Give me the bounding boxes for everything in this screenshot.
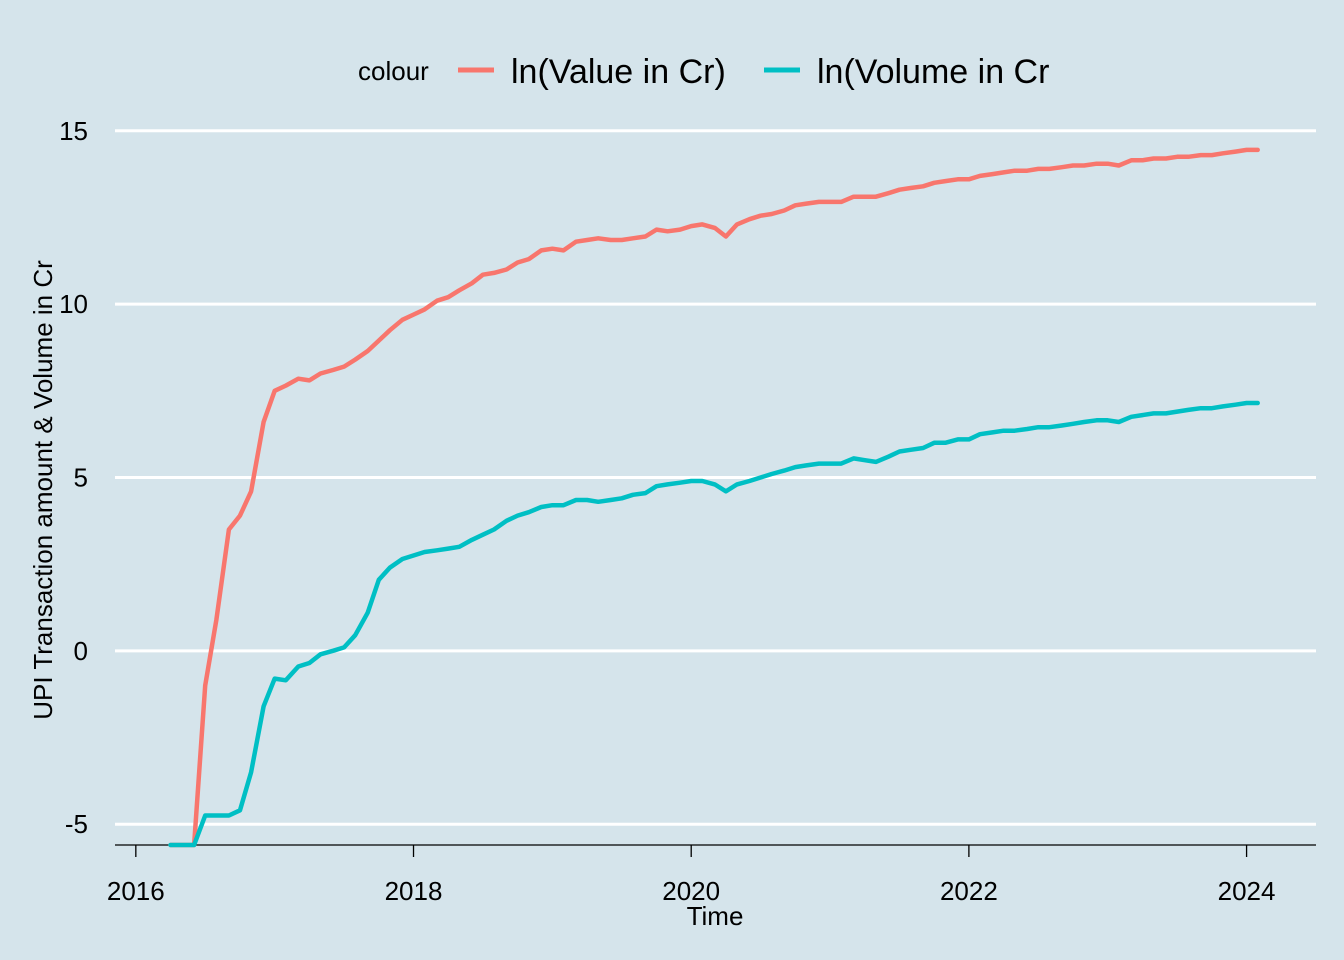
legend-label-1: ln(Value in Cr) bbox=[511, 53, 726, 91]
axes: -5 0 5 10 15 2016 2018 2020 2022 2024 bbox=[59, 116, 1316, 906]
y-tick-label: 0 bbox=[74, 636, 88, 666]
series-line-2 bbox=[168, 400, 1260, 848]
series-group bbox=[168, 147, 1260, 848]
y-tick-label: 5 bbox=[74, 463, 88, 493]
x-tick-label: 2024 bbox=[1218, 876, 1276, 906]
x-tick-label: 2018 bbox=[385, 876, 443, 906]
y-tick-label: 15 bbox=[59, 116, 88, 146]
x-tick-label: 2022 bbox=[940, 876, 998, 906]
y-tick-label: 10 bbox=[59, 289, 88, 319]
series-line-1 bbox=[168, 147, 1260, 848]
gridlines bbox=[115, 129, 1316, 826]
y-axis-title: UPI Transaction amount & Volume in Cr bbox=[28, 260, 58, 720]
x-axis-title: Time bbox=[687, 901, 744, 931]
legend: colour ln(Value in Cr) ln(Volume in Cr bbox=[358, 53, 1049, 91]
y-tick-label: -5 bbox=[65, 809, 88, 839]
x-tick-label: 2020 bbox=[662, 876, 720, 906]
legend-label-2: ln(Volume in Cr bbox=[817, 53, 1049, 91]
legend-title: colour bbox=[358, 56, 429, 86]
x-tick-label: 2016 bbox=[107, 876, 165, 906]
